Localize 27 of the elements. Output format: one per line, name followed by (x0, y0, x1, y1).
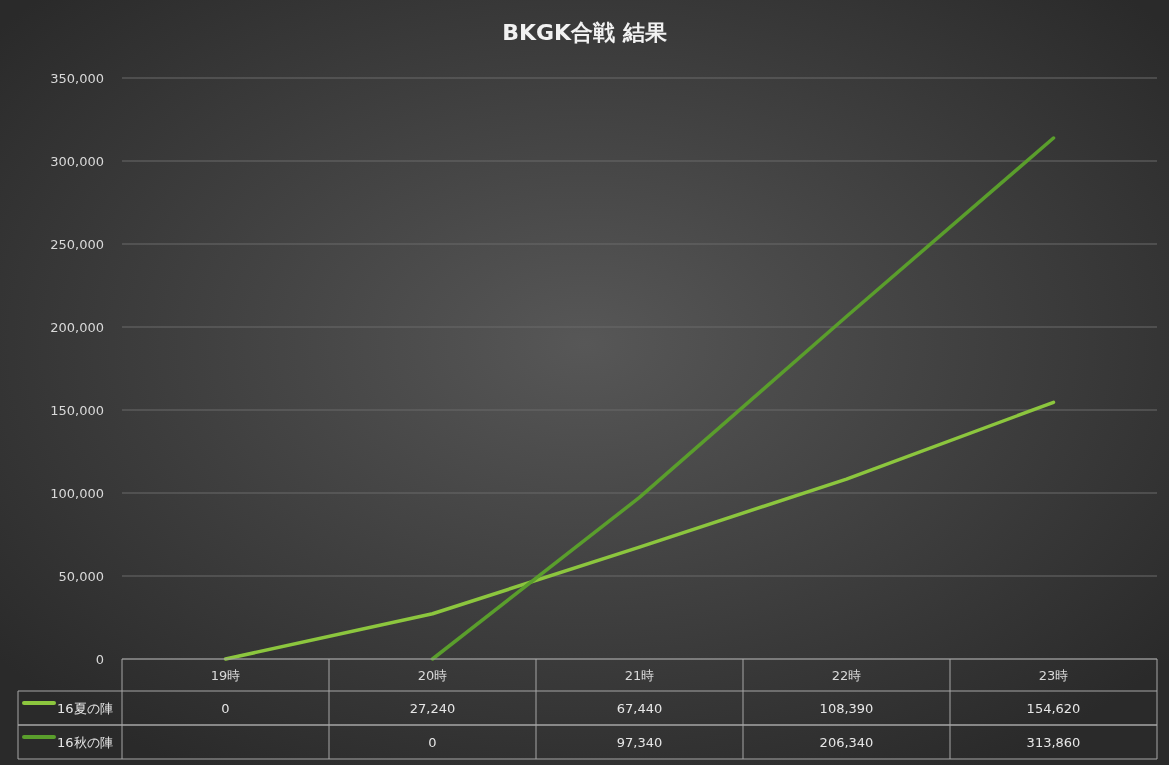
data-label: 67,440 (616, 701, 663, 716)
y-tick-label: 50,000 (58, 569, 104, 584)
line-series (223, 400, 1056, 661)
data-label: 313,860 (1026, 735, 1081, 750)
data-label: 27,240 (409, 701, 456, 716)
x-tick-label: 19時 (210, 668, 241, 683)
data-label: 97,340 (616, 735, 663, 750)
y-tick-label: 200,000 (50, 320, 104, 335)
y-tick-label: 150,000 (50, 403, 104, 418)
data-label: 154,620 (1026, 701, 1081, 716)
line-series (430, 136, 1056, 661)
legend-label: 16秋の陣 (57, 735, 113, 750)
y-tick-label: 350,000 (50, 71, 104, 86)
x-tick-label: 22時 (831, 668, 862, 683)
y-tick-label: 0 (95, 652, 104, 667)
chart-title: BKGK合戦 結果 (502, 20, 668, 45)
y-tick-label: 100,000 (50, 486, 104, 501)
y-tick-label: 300,000 (50, 154, 104, 169)
data-label: 0 (221, 701, 230, 716)
data-label: 108,390 (819, 701, 874, 716)
x-tick-label: 20時 (417, 668, 448, 683)
data-label: 0 (428, 735, 437, 750)
y-tick-label: 250,000 (50, 237, 104, 252)
data-label: 206,340 (819, 735, 874, 750)
x-tick-label: 21時 (624, 668, 655, 683)
legend-label: 16夏の陣 (57, 701, 113, 716)
x-tick-label: 23時 (1038, 668, 1069, 683)
